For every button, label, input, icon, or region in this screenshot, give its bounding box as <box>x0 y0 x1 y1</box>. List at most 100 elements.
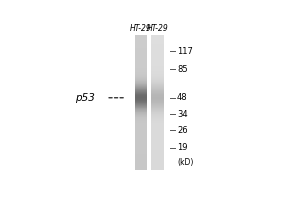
Bar <box>135 114 147 115</box>
Bar <box>151 91 164 92</box>
Bar <box>135 91 147 92</box>
Bar <box>135 128 147 129</box>
Bar <box>151 84 164 85</box>
Bar <box>151 131 164 132</box>
Bar <box>151 59 164 60</box>
Bar <box>151 52 164 53</box>
Bar <box>151 100 164 101</box>
Bar <box>135 159 147 160</box>
Bar <box>135 116 147 117</box>
Bar <box>151 61 164 62</box>
Bar <box>151 115 164 116</box>
Bar <box>151 58 164 59</box>
Bar <box>151 55 164 56</box>
Bar <box>135 58 147 59</box>
Bar <box>135 40 147 41</box>
Bar <box>135 85 147 86</box>
Bar <box>135 63 147 64</box>
Bar <box>151 120 164 121</box>
Bar <box>135 74 147 75</box>
Text: p53: p53 <box>75 93 94 103</box>
Bar <box>151 156 164 157</box>
Bar <box>151 89 164 90</box>
Bar <box>151 65 164 66</box>
Bar <box>135 79 147 80</box>
Bar <box>151 161 164 162</box>
Bar <box>151 39 164 40</box>
Bar <box>151 138 164 139</box>
Bar <box>151 139 164 140</box>
Bar <box>135 124 147 125</box>
Bar <box>135 75 147 76</box>
Bar <box>135 59 147 60</box>
Bar <box>135 36 147 37</box>
Bar <box>135 71 147 72</box>
Bar <box>135 83 147 84</box>
Bar <box>135 121 147 122</box>
Text: 85: 85 <box>177 65 188 74</box>
Bar <box>151 60 164 61</box>
Bar <box>135 118 147 119</box>
Bar <box>151 137 164 138</box>
Bar <box>151 162 164 163</box>
Bar <box>135 89 147 90</box>
Bar <box>135 47 147 48</box>
Bar <box>151 165 164 166</box>
Bar <box>135 107 147 108</box>
Bar <box>151 88 164 89</box>
Bar <box>151 152 164 153</box>
Bar <box>151 79 164 80</box>
Bar <box>135 69 147 70</box>
Bar <box>151 64 164 65</box>
Bar <box>151 155 164 156</box>
Bar <box>135 62 147 63</box>
Bar <box>135 137 147 138</box>
Bar <box>151 136 164 137</box>
Bar <box>135 46 147 47</box>
Bar <box>151 133 164 134</box>
Bar <box>135 100 147 101</box>
Bar <box>135 122 147 123</box>
Bar <box>135 145 147 146</box>
Bar <box>151 77 164 78</box>
Bar <box>151 42 164 43</box>
Bar <box>135 169 147 170</box>
Bar <box>151 43 164 44</box>
Bar <box>135 77 147 78</box>
Bar <box>135 139 147 140</box>
Bar <box>135 168 147 169</box>
Bar <box>151 48 164 49</box>
Bar <box>135 81 147 82</box>
Bar <box>151 140 164 141</box>
Bar <box>151 54 164 55</box>
Bar <box>135 134 147 135</box>
Bar <box>135 66 147 67</box>
Bar <box>151 85 164 86</box>
Bar <box>135 155 147 156</box>
Bar <box>151 130 164 131</box>
Bar <box>135 99 147 100</box>
Bar <box>151 128 164 129</box>
Bar <box>151 86 164 87</box>
Bar <box>151 127 164 128</box>
Text: HT-29: HT-29 <box>130 24 152 33</box>
Bar <box>135 65 147 66</box>
Bar <box>135 103 147 104</box>
Bar <box>151 76 164 77</box>
Bar <box>151 121 164 122</box>
Bar <box>135 82 147 83</box>
Bar <box>135 156 147 157</box>
Bar <box>135 102 147 103</box>
Bar <box>135 161 147 162</box>
Bar <box>151 62 164 63</box>
Bar <box>151 56 164 57</box>
Text: (kD): (kD) <box>177 158 194 167</box>
Bar <box>151 166 164 167</box>
Bar <box>151 73 164 74</box>
Bar <box>135 86 147 87</box>
Bar <box>151 151 164 152</box>
Bar <box>151 123 164 124</box>
Bar <box>151 90 164 91</box>
Bar <box>135 76 147 77</box>
Bar <box>151 75 164 76</box>
